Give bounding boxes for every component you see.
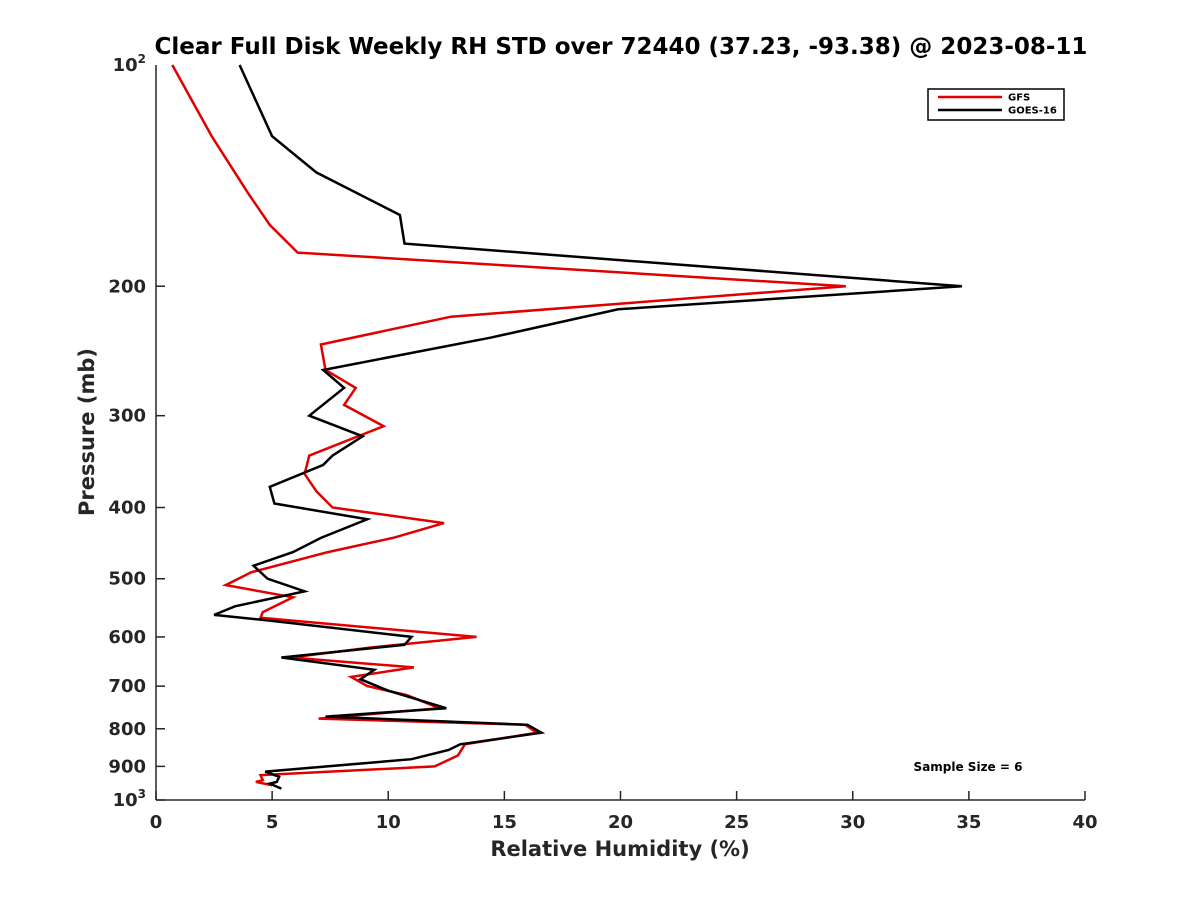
x-tick-label: 0: [150, 812, 163, 833]
y-tick-label: 400: [108, 498, 146, 519]
sample-size-annotation: Sample Size = 6: [914, 760, 1023, 774]
y-tick-label: 500: [108, 569, 146, 590]
x-tick-label: 10: [376, 812, 401, 833]
legend-box: [927, 88, 1065, 121]
x-tick-label: 25: [724, 812, 749, 833]
y-tick-label: 800: [108, 719, 146, 740]
series-line-goes-16: [213, 64, 962, 790]
y-tick-label: 102: [113, 52, 146, 76]
legend: GFS GOES-16: [927, 88, 1065, 121]
chart-title: Clear Full Disk Weekly RH STD over 72440…: [155, 34, 1088, 60]
y-tick-label: 900: [108, 756, 146, 777]
x-axis-label: Relative Humidity (%): [490, 837, 749, 861]
x-tick-label: 30: [840, 812, 865, 833]
y-tick-label: 700: [108, 676, 146, 697]
y-tick-label: 200: [108, 276, 146, 297]
legend-label-gfs: GFS: [1008, 93, 1030, 104]
x-tick-label: 40: [1072, 812, 1097, 833]
y-tick-label: 300: [108, 406, 146, 427]
plot-area: [171, 64, 962, 790]
series-line-gfs: [171, 64, 846, 787]
y-tick-label: 103: [113, 787, 146, 811]
x-tick-label: 20: [608, 812, 633, 833]
x-tick-label: 15: [492, 812, 517, 833]
axes: 0 5 10 15 20 25 30 35 40 200 300 400 500 600 700 800 900…: [108, 52, 1097, 833]
x-tick-label: 5: [266, 812, 279, 833]
y-tick-label: 600: [108, 627, 146, 648]
y-axis-label: Pressure (mb): [75, 348, 99, 516]
x-tick-label: 35: [956, 812, 981, 833]
legend-label-goes-16: GOES-16: [1008, 106, 1057, 117]
